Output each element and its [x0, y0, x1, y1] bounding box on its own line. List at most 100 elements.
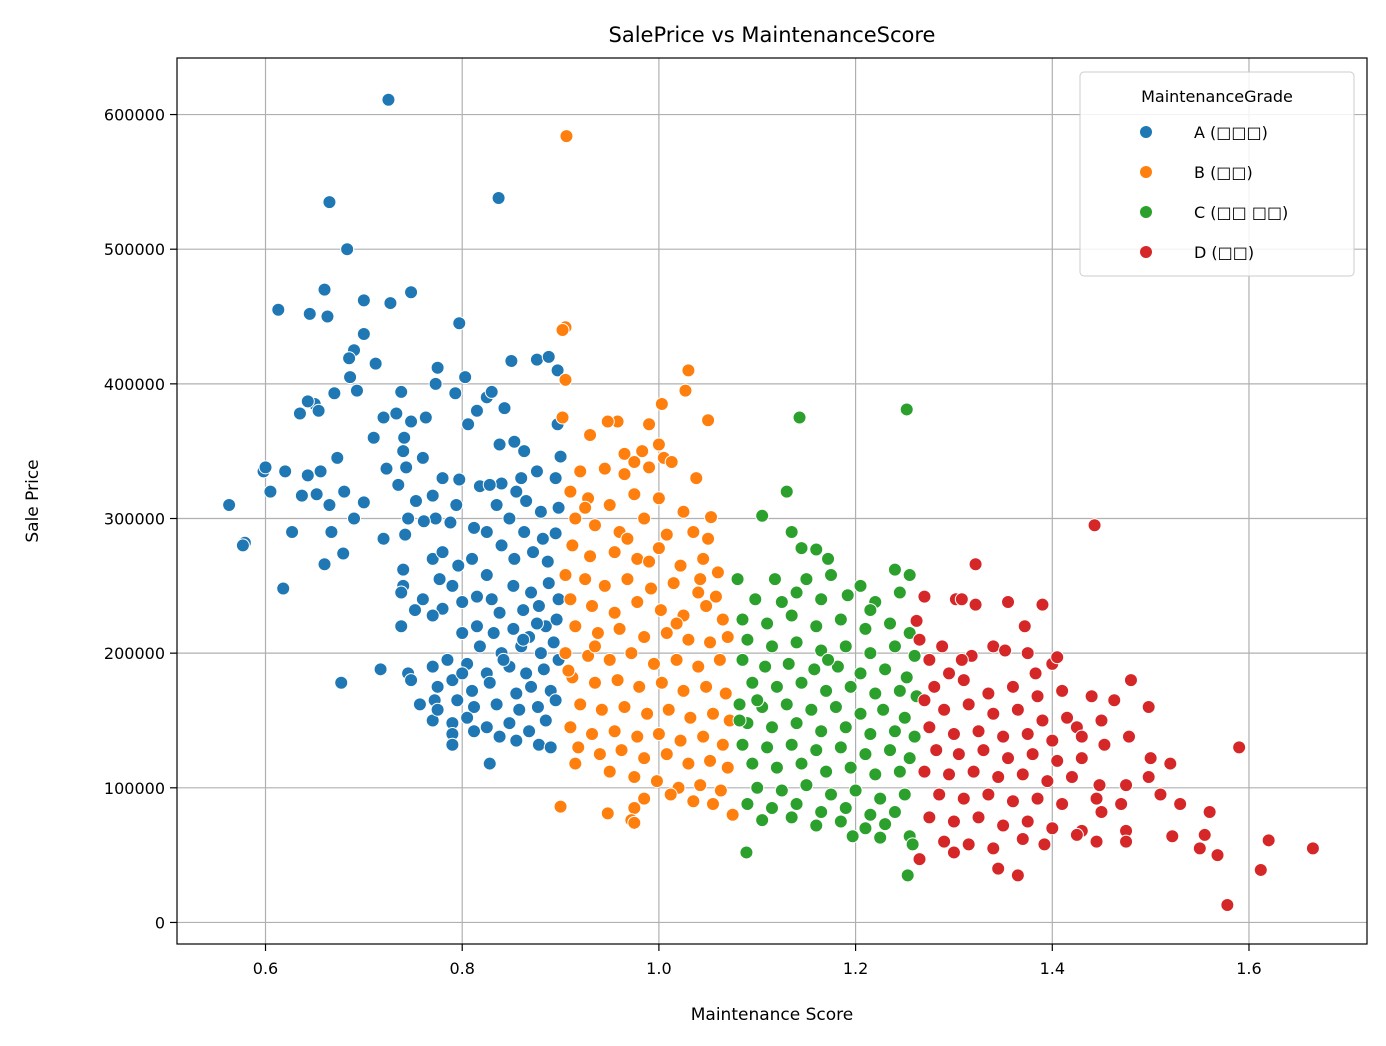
data-point-grade-a: [368, 356, 383, 371]
data-point-grade-d: [1119, 834, 1134, 849]
data-point-grade-b: [666, 576, 681, 591]
data-point-grade-b: [563, 720, 578, 735]
data-point-grade-c: [765, 720, 779, 735]
data-point-grade-c: [735, 612, 750, 627]
data-point-grade-d: [1020, 814, 1035, 829]
data-point-grade-c: [902, 568, 917, 583]
data-point-grade-d: [961, 837, 976, 852]
data-point-grade-b: [637, 629, 652, 644]
data-point-grade-c: [873, 791, 888, 806]
data-point-grade-d: [1119, 778, 1134, 793]
data-point-grade-a: [489, 697, 504, 712]
data-point-grade-d: [1005, 794, 1020, 809]
data-point-grade-b: [703, 753, 718, 768]
data-point-grade-d: [1020, 726, 1035, 741]
data-point-grade-a: [465, 551, 480, 566]
data-point-grade-c: [897, 710, 912, 725]
data-point-grade-a: [509, 733, 524, 748]
data-point-grade-a: [469, 403, 484, 418]
data-point-grade-a: [383, 296, 398, 311]
data-point-grade-d: [986, 841, 1001, 856]
data-point-grade-a: [391, 477, 406, 492]
data-point-grade-b: [651, 726, 666, 741]
data-point-grade-b: [587, 675, 602, 690]
data-point-grade-a: [430, 702, 445, 717]
data-point-grade-a: [404, 673, 419, 688]
data-point-grade-b: [676, 683, 691, 698]
data-point-grade-d: [1025, 747, 1040, 762]
data-point-grade-c: [784, 524, 799, 539]
data-point-grade-a: [524, 679, 539, 694]
data-point-grade-d: [986, 706, 1001, 721]
data-point-grade-a: [509, 686, 524, 701]
data-point-grade-a: [435, 545, 450, 560]
data-point-grade-d: [1165, 829, 1180, 844]
data-point-grade-a: [404, 414, 419, 429]
data-point-grade-d: [968, 597, 983, 612]
data-point-grade-a: [526, 545, 541, 560]
data-point-grade-b: [710, 565, 725, 580]
data-point-grade-d: [1143, 751, 1158, 766]
data-point-grade-a: [416, 514, 431, 529]
legend-label-a: A (□□□): [1194, 123, 1268, 142]
data-point-grade-b: [607, 545, 622, 560]
data-point-grade-c: [792, 410, 807, 425]
data-point-grade-d: [1089, 791, 1104, 806]
data-point-grade-b: [640, 706, 655, 721]
data-point-grade-c: [821, 551, 836, 566]
data-point-grade-d: [1074, 729, 1089, 744]
data-point-grade-d: [917, 693, 932, 708]
data-point-grade-c: [833, 814, 848, 829]
data-point-grade-d: [1045, 821, 1060, 836]
data-point-grade-d: [1173, 796, 1188, 811]
data-point-grade-b: [705, 706, 720, 721]
data-point-grade-d: [996, 818, 1011, 833]
data-point-grade-b: [661, 702, 676, 717]
data-point-grade-b: [642, 417, 657, 432]
data-point-grade-b: [558, 568, 573, 583]
data-point-grade-a: [313, 464, 328, 479]
data-point-grade-d: [971, 724, 986, 739]
data-point-grade-c: [794, 756, 809, 771]
y-axis-label: Sale Price: [23, 459, 43, 542]
data-point-grade-a: [489, 498, 504, 513]
data-point-grade-c: [748, 592, 763, 607]
data-point-grade-c: [845, 829, 860, 844]
data-point-grade-c: [900, 868, 915, 883]
data-point-grade-a: [549, 612, 564, 627]
data-point-grade-c: [843, 760, 858, 775]
data-point-grade-d: [917, 589, 932, 604]
data-point-grade-c: [769, 679, 784, 694]
data-point-grade-a: [337, 484, 352, 499]
data-point-grade-a: [302, 306, 317, 321]
data-point-grade-d: [942, 666, 957, 681]
data-point-grade-c: [765, 801, 779, 816]
data-point-grade-b: [590, 625, 605, 640]
data-point-grade-a: [445, 737, 460, 752]
data-point-grade-b: [627, 487, 642, 502]
data-point-grade-c: [789, 716, 804, 731]
data-point-grade-c: [892, 585, 907, 600]
data-point-grade-b: [617, 467, 632, 482]
data-point-grade-a: [546, 635, 561, 650]
data-point-grade-b: [635, 444, 650, 459]
x-tick-label: 0.6: [253, 959, 278, 978]
data-point-grade-a: [479, 524, 494, 539]
data-point-grade-c: [794, 675, 809, 690]
data-point-grade-c: [838, 639, 853, 654]
data-point-grade-a: [435, 601, 450, 616]
data-point-grade-b: [715, 737, 730, 752]
data-point-grade-b: [725, 807, 740, 822]
data-point-grade-d: [1197, 827, 1212, 842]
data-point-grade-a: [504, 353, 519, 368]
data-point-grade-c: [735, 737, 750, 752]
data-point-grade-d: [954, 592, 969, 607]
data-point-grade-a: [324, 524, 339, 539]
data-point-grade-c: [902, 625, 917, 640]
data-point-grade-d: [1069, 827, 1084, 842]
data-point-grade-d: [1055, 796, 1070, 811]
data-point-grade-b: [555, 322, 570, 337]
data-point-grade-d: [1253, 862, 1268, 877]
data-point-grade-c: [868, 686, 883, 701]
data-point-grade-b: [644, 581, 659, 596]
